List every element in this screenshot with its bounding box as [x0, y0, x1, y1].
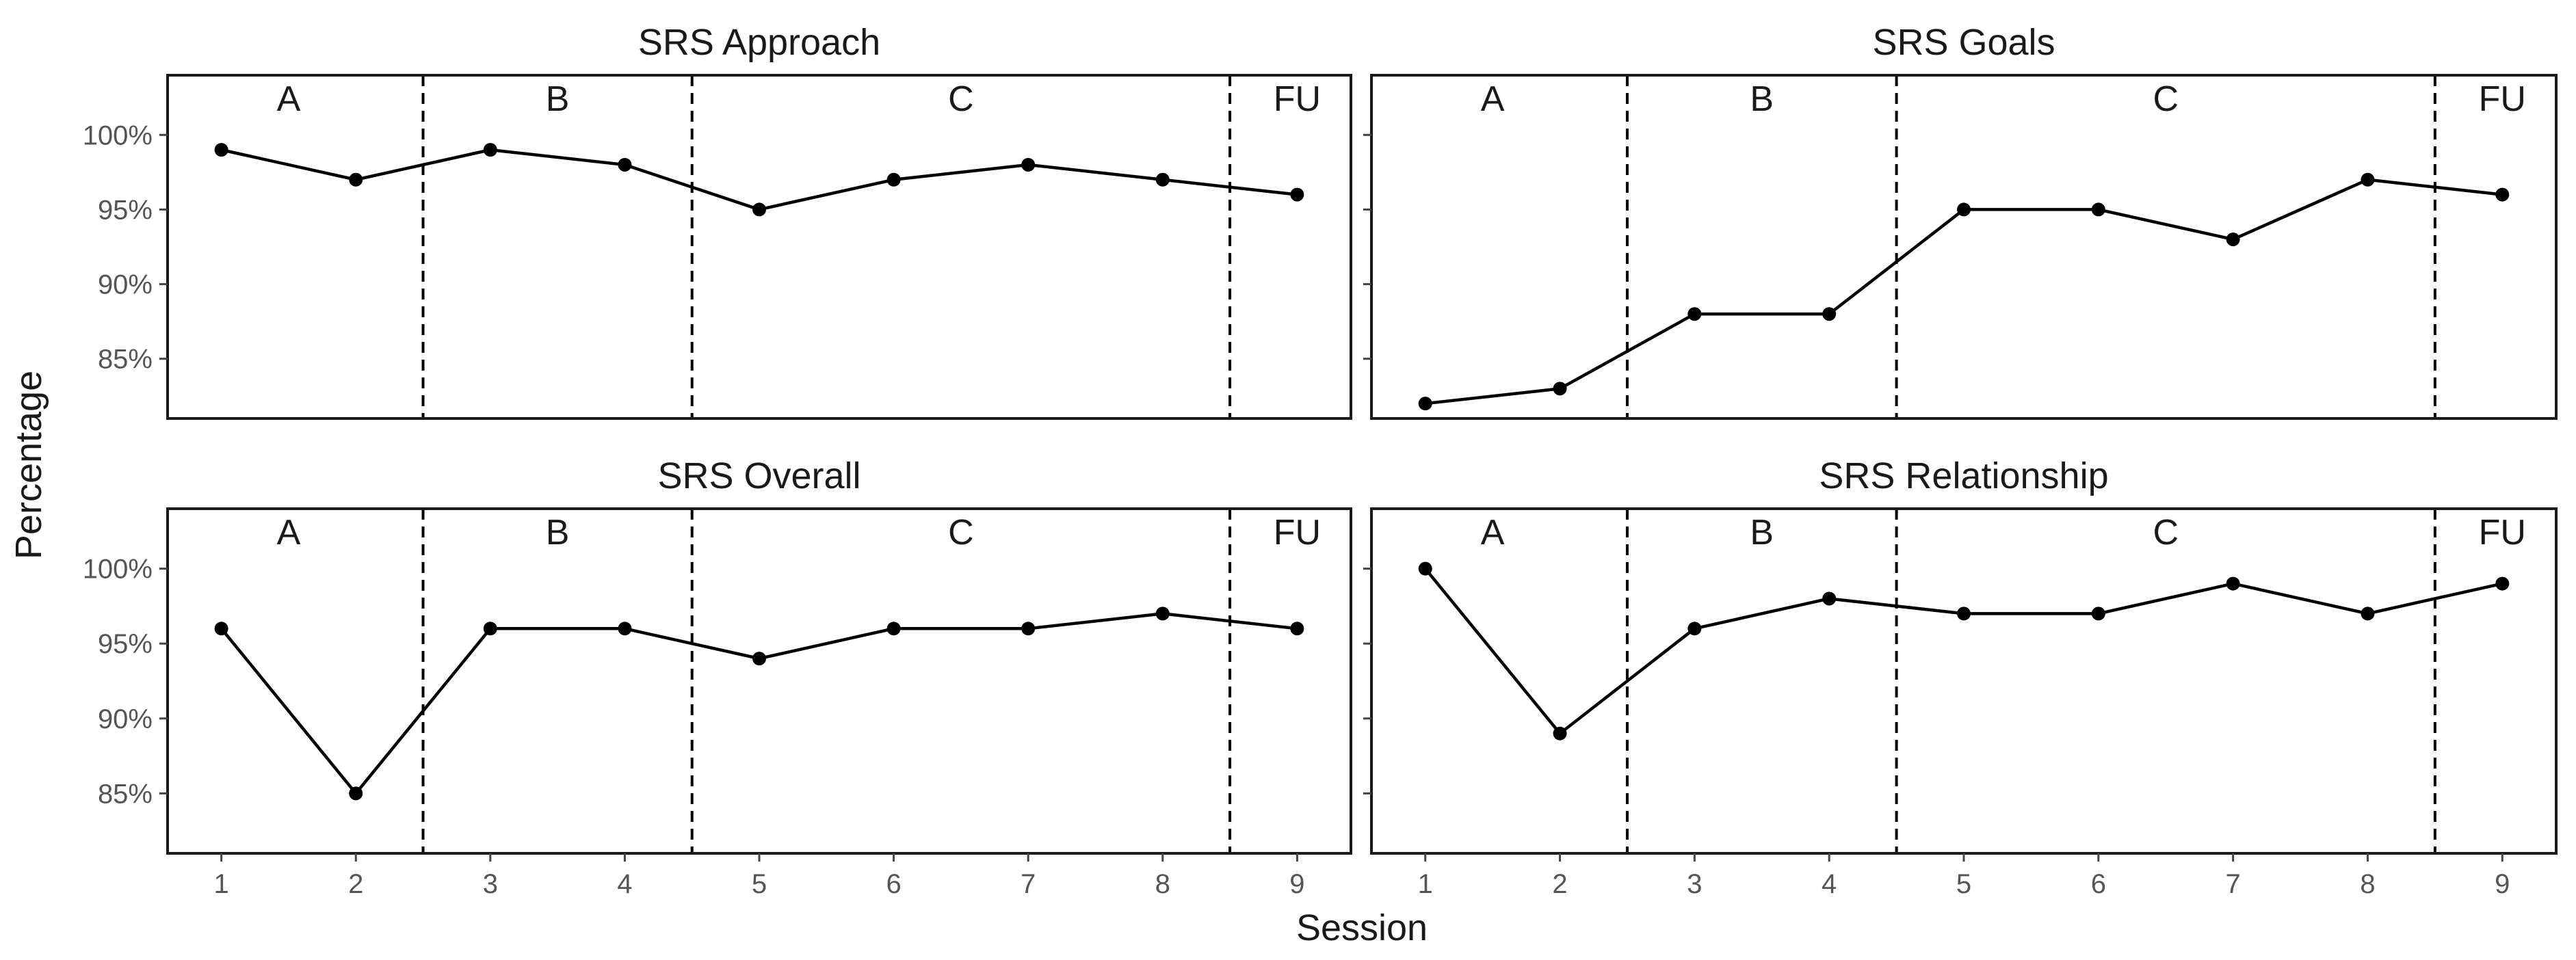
panel-srs-overall-ytick-label-100: 100% — [83, 555, 153, 585]
panel-srs-relationship-point-7 — [2226, 576, 2240, 591]
panel-srs-approach-point-1 — [214, 143, 228, 157]
panel-srs-goals-phase-label-fu: FU — [2479, 79, 2526, 119]
panel-srs-relationship-point-5 — [1957, 606, 1971, 621]
panel-srs-overall-xtick-label-9: 9 — [1289, 869, 1304, 899]
panel-srs-approach-phase-label-c: C — [948, 79, 974, 119]
panel-srs-relationship-xtick-label-8: 8 — [2360, 869, 2375, 899]
panel-srs-overall-ytick-label-95: 95% — [98, 629, 153, 659]
panel-srs-relationship-phase-label-b: B — [1750, 513, 1774, 552]
panel-srs-overall-series-line — [220, 612, 1298, 795]
panel-srs-approach-phase-label-a: A — [277, 79, 301, 119]
panel-srs-relationship-point-3 — [1687, 622, 1702, 636]
panel-srs-overall-point-8 — [1155, 606, 1170, 621]
panel-srs-goals-point-9 — [2495, 187, 2510, 202]
panel-srs-overall-ytick-label-85: 85% — [98, 779, 153, 809]
y-axis-title: Percentage — [8, 371, 49, 559]
panel-srs-overall-xtick-label-2: 2 — [348, 869, 363, 899]
panel-srs-relationship-xtick-label-5: 5 — [1956, 869, 1971, 899]
panel-srs-approach-series-line — [221, 148, 1298, 211]
panel-srs-overall-phase-label-b: B — [546, 513, 570, 552]
panel-srs-approach-point-8 — [1155, 172, 1170, 187]
panel-srs-overall-title: SRS Overall — [657, 455, 860, 496]
panel-srs-goals-point-7 — [2226, 232, 2240, 247]
panel-srs-goals-point-5 — [1957, 202, 1971, 217]
panel-srs-approach-ytick-label-95: 95% — [98, 195, 153, 225]
panel-srs-overall-xtick-label-7: 7 — [1021, 869, 1036, 899]
panel-srs-approach-phase-label-b: B — [546, 79, 570, 119]
panel-srs-goals-point-8 — [2361, 172, 2375, 187]
panel-srs-approach-point-9 — [1290, 187, 1304, 202]
panel-srs-goals-frame — [1370, 74, 2558, 420]
panel-srs-relationship-xtick-label-6: 6 — [2091, 869, 2106, 899]
panel-srs-overall-phase-label-a: A — [277, 513, 301, 552]
panel-srs-overall-xtick-label-5: 5 — [752, 869, 767, 899]
panel-srs-relationship-phase-label-a: A — [1481, 513, 1505, 552]
panel-srs-overall-xtick-label-4: 4 — [617, 869, 632, 899]
panel-srs-overall-xtick-label-1: 1 — [214, 869, 229, 899]
panel-srs-overall-xtick-label-6: 6 — [886, 869, 901, 899]
panel-srs-relationship-xtick-label-9: 9 — [2495, 869, 2510, 899]
panel-srs-overall-point-2 — [349, 786, 363, 801]
panel-srs-overall-frame — [166, 507, 1352, 855]
panel-srs-goals-point-4 — [1822, 307, 1837, 321]
panel-srs-relationship-phase-label-fu: FU — [2479, 513, 2526, 552]
panel-srs-approach-point-4 — [618, 157, 632, 172]
panel-srs-relationship-point-6 — [2091, 606, 2105, 621]
panel-srs-approach-frame — [166, 74, 1352, 420]
panel-srs-goals-point-3 — [1687, 307, 1702, 321]
panel-srs-overall-point-5 — [752, 652, 766, 666]
panel-srs-relationship-point-2 — [1553, 726, 1567, 741]
panel-srs-relationship-phase-label-c: C — [2153, 513, 2179, 552]
panel-srs-relationship-point-9 — [2495, 576, 2510, 591]
panel-srs-relationship-xtick-label-3: 3 — [1687, 869, 1702, 899]
panel-srs-goals-phase-label-a: A — [1481, 79, 1505, 119]
panel-srs-goals-point-2 — [1553, 382, 1567, 396]
panel-srs-overall-point-6 — [886, 622, 901, 636]
panel-srs-relationship-xtick-label-4: 4 — [1822, 869, 1837, 899]
panel-srs-overall-phase-label-fu: FU — [1274, 513, 1321, 552]
panel-srs-relationship-point-4 — [1822, 591, 1837, 606]
panel-srs-overall-ytick-label-90: 90% — [98, 704, 153, 734]
panel-srs-approach-point-3 — [483, 143, 497, 157]
panel-srs-relationship-title: SRS Relationship — [1819, 455, 2108, 496]
panel-srs-approach-phase-label-fu: FU — [1274, 79, 1321, 119]
panel-srs-approach-title: SRS Approach — [638, 22, 880, 63]
panel-srs-approach-ytick-label-85: 85% — [98, 345, 153, 375]
panel-srs-approach-ytick-label-100: 100% — [83, 120, 153, 150]
panel-srs-overall-point-4 — [618, 622, 632, 636]
panel-srs-goals-title: SRS Goals — [1872, 22, 2055, 63]
panel-srs-approach-point-7 — [1021, 157, 1036, 172]
panel-srs-overall-point-1 — [214, 622, 228, 636]
panel-srs-approach-point-5 — [752, 202, 766, 217]
panel-srs-goals-point-6 — [2091, 202, 2105, 217]
panel-srs-overall-phase-label-c: C — [948, 513, 974, 552]
panel-srs-relationship-frame — [1370, 507, 2558, 855]
panel-srs-overall-point-7 — [1021, 622, 1036, 636]
panel-srs-overall-point-9 — [1290, 622, 1304, 636]
panel-srs-relationship-point-8 — [2361, 606, 2375, 621]
panel-srs-overall-xtick-label-3: 3 — [483, 869, 498, 899]
panel-srs-approach-point-2 — [349, 172, 363, 187]
panel-srs-goals-phase-label-b: B — [1750, 79, 1774, 119]
panel-srs-relationship-xtick-label-2: 2 — [1552, 869, 1567, 899]
panel-srs-relationship-xtick-label-1: 1 — [1418, 869, 1433, 899]
panel-srs-goals-phase-label-c: C — [2153, 79, 2179, 119]
x-axis-title: Session — [1296, 907, 1428, 948]
panel-srs-relationship-series-line — [1423, 568, 2503, 735]
panel-srs-relationship-xtick-label-7: 7 — [2226, 869, 2241, 899]
panel-srs-overall-xtick-label-8: 8 — [1155, 869, 1170, 899]
panel-srs-approach-ytick-label-90: 90% — [98, 270, 153, 300]
panel-srs-approach-point-6 — [886, 172, 901, 187]
panel-srs-relationship-point-1 — [1418, 561, 1432, 576]
panel-srs-overall-point-3 — [483, 622, 497, 636]
panel-srs-goals-point-1 — [1418, 397, 1432, 411]
